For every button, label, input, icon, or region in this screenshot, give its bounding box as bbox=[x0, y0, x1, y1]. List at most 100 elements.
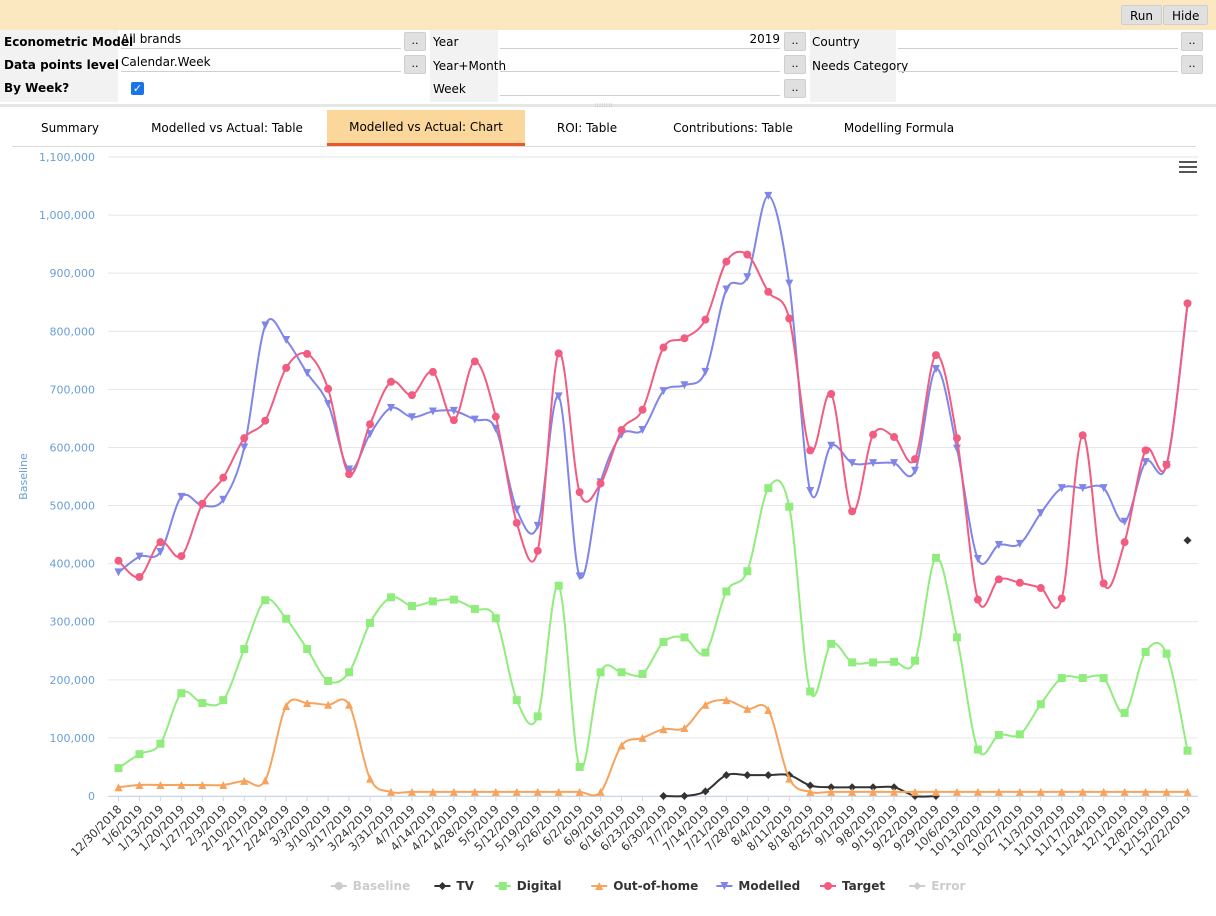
data-point-tv bbox=[680, 792, 689, 800]
data-point-target bbox=[596, 479, 605, 488]
data-point-digital bbox=[680, 633, 689, 642]
data-point-modelled bbox=[1120, 517, 1129, 526]
y-tick-label: 600,000 bbox=[50, 441, 96, 454]
data-point-modelled bbox=[680, 381, 689, 390]
data-point-digital bbox=[764, 484, 773, 493]
data-point-digital bbox=[827, 639, 836, 648]
data-point-digital bbox=[890, 657, 899, 666]
country-picker-button[interactable]: .. bbox=[1181, 32, 1203, 51]
year-picker-button[interactable]: .. bbox=[784, 32, 806, 51]
top-toolbar: Run Hide bbox=[0, 0, 1216, 30]
data-point-digital bbox=[345, 668, 354, 677]
data-point-modelled bbox=[764, 191, 773, 200]
data-point-target bbox=[512, 518, 521, 527]
data-point-target bbox=[114, 556, 123, 565]
data-point-digital bbox=[806, 687, 815, 696]
data-point-modelled bbox=[743, 273, 752, 282]
data-point-out-of-home bbox=[533, 787, 542, 796]
week-field[interactable] bbox=[500, 79, 780, 96]
data-point-digital bbox=[303, 645, 312, 654]
tab-summary[interactable]: Summary bbox=[41, 121, 99, 135]
needs-category-field[interactable] bbox=[898, 55, 1178, 72]
data-point-digital bbox=[1099, 674, 1108, 683]
data-point-modelled bbox=[324, 399, 333, 408]
data-point-out-of-home bbox=[1015, 787, 1024, 796]
tab-roi-table[interactable]: ROI: Table bbox=[556, 121, 618, 135]
y-tick-label: 500,000 bbox=[50, 500, 96, 513]
data-point-digital bbox=[386, 593, 395, 602]
data-point-modelled bbox=[114, 568, 123, 577]
data-point-digital bbox=[407, 602, 416, 611]
data-point-out-of-home bbox=[282, 701, 291, 710]
legend-marker-out-of-home bbox=[595, 882, 604, 890]
data-point-tv bbox=[869, 783, 878, 792]
data-points-level-field[interactable]: Calendar.Week bbox=[121, 55, 401, 72]
run-button[interactable]: Run bbox=[1121, 5, 1163, 25]
country-field[interactable] bbox=[898, 32, 1178, 49]
tab-modelled-vs-actual-table[interactable]: Modelled vs Actual: Table bbox=[151, 121, 303, 135]
econometric-model-picker-button[interactable]: .. bbox=[404, 32, 426, 51]
data-point-out-of-home bbox=[848, 787, 857, 796]
data-point-modelled bbox=[659, 387, 668, 396]
year-month-field[interactable] bbox=[500, 55, 780, 72]
data-point-tv bbox=[848, 783, 857, 792]
data-point-target bbox=[324, 384, 333, 393]
data-point-tv bbox=[890, 783, 899, 792]
data-point-modelled bbox=[303, 369, 312, 378]
chart-menu-icon[interactable] bbox=[1179, 161, 1197, 175]
data-point-digital bbox=[1078, 674, 1087, 683]
legend-item-out-of-home: Out-of-home bbox=[613, 879, 698, 893]
legend-item-tv: TV bbox=[456, 879, 474, 893]
data-point-digital bbox=[219, 696, 228, 705]
filter-label-bg bbox=[810, 30, 896, 102]
data-point-modelled bbox=[785, 279, 794, 288]
legend-marker-modelled bbox=[720, 882, 729, 890]
data-point-out-of-home bbox=[701, 700, 710, 709]
week-picker-button[interactable]: .. bbox=[784, 79, 806, 98]
data-point-target bbox=[428, 367, 437, 376]
data-point-digital bbox=[722, 587, 731, 596]
data-point-out-of-home bbox=[638, 733, 647, 742]
data-point-out-of-home bbox=[345, 700, 354, 709]
data-point-modelled bbox=[470, 415, 479, 424]
data-point-digital bbox=[638, 670, 647, 679]
needs-category-picker-button[interactable]: .. bbox=[1181, 55, 1203, 74]
data-point-out-of-home bbox=[303, 699, 312, 708]
data-point-digital bbox=[491, 614, 500, 623]
tab-modelled-vs-actual-chart[interactable]: Modelled vs Actual: Chart bbox=[327, 110, 525, 146]
data-point-target bbox=[554, 349, 563, 358]
year-field[interactable]: 2019 bbox=[500, 32, 780, 49]
data-point-digital bbox=[973, 745, 982, 754]
tab-underline bbox=[12, 146, 1196, 147]
data-point-target bbox=[261, 416, 270, 425]
data-point-target bbox=[869, 430, 878, 439]
data-point-digital bbox=[994, 731, 1003, 740]
y-tick-label: 100,000 bbox=[50, 732, 96, 745]
resize-grip-icon[interactable]: :::::::: bbox=[594, 101, 613, 109]
data-point-out-of-home bbox=[743, 704, 752, 713]
data-point-modelled bbox=[512, 505, 521, 514]
tab-modelling-formula[interactable]: Modelling Formula bbox=[843, 121, 955, 135]
data-point-target bbox=[135, 572, 144, 581]
data-point-target bbox=[848, 507, 857, 516]
data-point-target bbox=[533, 546, 542, 555]
data-point-target bbox=[366, 420, 375, 429]
legend-item-modelled: Modelled bbox=[738, 879, 800, 893]
tab-contributions-table[interactable]: Contributions: Table bbox=[673, 121, 793, 135]
data-point-out-of-home bbox=[1057, 787, 1066, 796]
by-week-checkbox[interactable]: ✓ bbox=[131, 82, 144, 95]
by-week-label: By Week? bbox=[4, 81, 70, 95]
econometric-model-field[interactable]: All brands bbox=[121, 32, 401, 49]
data-point-digital bbox=[282, 614, 291, 623]
data-point-tv bbox=[806, 781, 815, 790]
panel-divider[interactable] bbox=[0, 104, 1216, 107]
data-points-level-picker-button[interactable]: .. bbox=[404, 55, 426, 74]
data-point-out-of-home bbox=[1162, 787, 1171, 796]
data-point-out-of-home bbox=[135, 780, 144, 789]
data-point-out-of-home bbox=[449, 787, 458, 796]
data-point-out-of-home bbox=[596, 787, 605, 796]
data-point-target bbox=[177, 552, 186, 561]
year-month-picker-button[interactable]: .. bbox=[784, 55, 806, 74]
y-tick-label: 800,000 bbox=[50, 325, 96, 338]
hide-button[interactable]: Hide bbox=[1163, 5, 1209, 25]
